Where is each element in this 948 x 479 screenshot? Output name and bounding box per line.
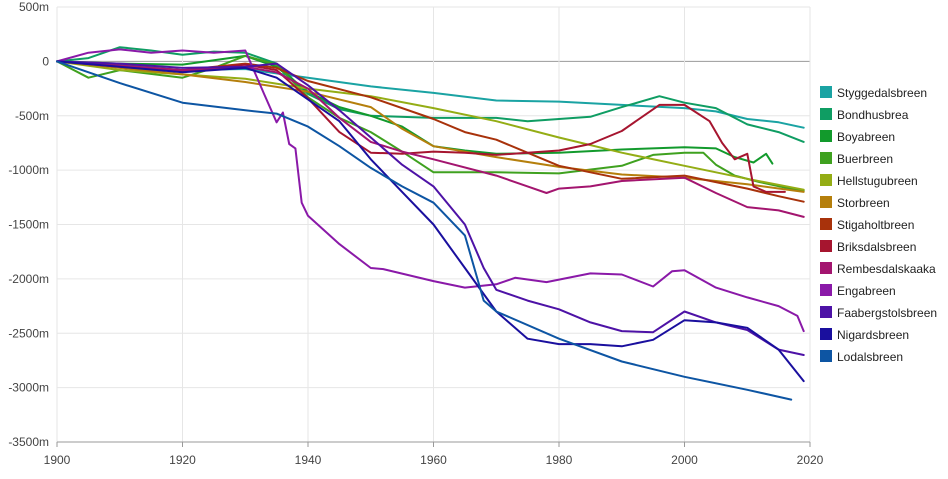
legend-swatch [820,108,832,120]
x-tick-label: 2000 [671,453,698,467]
y-tick-label: 0 [42,54,49,68]
legend: Styggedalsbreen Bondhusbrea Boyabreen Buerb… [820,86,937,364]
y-tick-label: -500m [15,109,49,123]
legend-item[interactable]: Bondhusbrea [820,108,909,122]
series-line-bondhusbrea [56,46,805,143]
legend-swatch [820,174,832,186]
legend-label: Lodalsbreen [837,350,903,364]
legend-label: Buerbreen [837,152,893,166]
series-line-rembesdalskaaka [56,60,805,218]
legend-item[interactable]: Hellstugubreen [820,174,918,188]
x-tick-label: 1980 [546,453,573,467]
legend-label: Engabreen [837,284,896,298]
series-line-stigaholtbreen [56,60,805,203]
legend-item[interactable]: Faabergstolsbreen [820,306,937,320]
legend-item[interactable]: Styggedalsbreen [820,86,927,100]
x-tick-label: 1920 [169,453,196,467]
y-tick-label: -3000m [8,381,49,395]
legend-item[interactable]: Storbreen [820,196,890,210]
legend-label: Bondhusbrea [837,108,909,122]
legend-swatch [820,350,832,362]
legend-label: Faabergstolsbreen [837,306,937,320]
legend-item[interactable]: Boyabreen [820,130,895,144]
legend-item[interactable]: Nigardsbreen [820,328,909,342]
legend-item[interactable]: Engabreen [820,284,896,298]
legend-swatch [820,306,832,318]
legend-item[interactable]: Stigaholtbreen [820,218,914,232]
x-tick-label: 1940 [295,453,322,467]
legend-label: Rembesdalskaaka [837,262,936,276]
legend-swatch [820,86,832,98]
series-line-faabergstolsbreen [56,60,805,356]
legend-label: Briksdalsbreen [837,240,916,254]
y-tick-label: -1000m [8,163,49,177]
legend-item[interactable]: Lodalsbreen [820,350,903,364]
legend-label: Styggedalsbreen [837,86,927,100]
legend-label: Hellstugubreen [837,174,918,188]
legend-swatch [820,328,832,340]
y-tick-label: -2000m [8,272,49,286]
legend-swatch [820,262,832,274]
legend-item[interactable]: Rembesdalskaaka [820,262,936,276]
legend-swatch [820,152,832,164]
x-tick-label: 1900 [44,453,71,467]
series-line-storbreen [56,60,805,193]
legend-item[interactable]: Buerbreen [820,152,893,166]
legend-label: Storbreen [837,196,890,210]
y-tick-label: -2500m [8,326,49,340]
series-line-briksdalsbreen [56,60,786,193]
axes: 500m 0 -500m -1000m -1500m -2000m -2500m -3000m… [8,0,823,467]
legend-label: Stigaholtbreen [837,218,914,232]
y-tick-label: -1500m [8,218,49,232]
y-tick-label: 500m [19,0,49,14]
series-line-engabreen [56,48,805,333]
legend-swatch [820,196,832,208]
legend-swatch [820,130,832,142]
legend-swatch [820,218,832,230]
series-line-lodalsbreen [56,60,793,401]
legend-swatch [820,284,832,296]
legend-item[interactable]: Briksdalsbreen [820,240,916,254]
y-tick-label: -3500m [8,435,49,449]
legend-label: Boyabreen [837,130,895,144]
x-tick-label: 1960 [420,453,447,467]
legend-swatch [820,240,832,252]
series-lines [56,46,805,401]
x-tick-label: 2020 [797,453,824,467]
legend-label: Nigardsbreen [837,328,909,342]
